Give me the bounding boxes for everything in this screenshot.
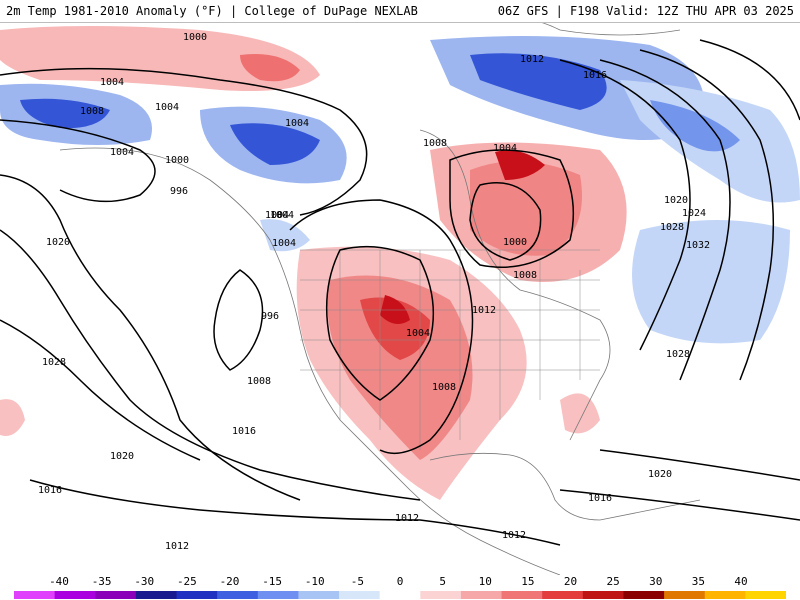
colorbar-tick-label: -35: [91, 575, 112, 588]
colorbar: [14, 591, 786, 599]
colorbar-segment: [257, 591, 299, 599]
pressure-label: 1004: [493, 143, 517, 154]
colorbar-legend: -40 -35 -30 -25 -20 -15 -10 -5 0 5 10 15 20 25 30 35 40: [0, 575, 800, 600]
colorbar-segment: [95, 591, 137, 599]
colorbar-segment: [745, 591, 786, 599]
pressure-label: 1028: [660, 222, 684, 233]
colorbar-tick-label: 10: [478, 575, 492, 588]
coastlines: [59, 22, 701, 575]
anomaly-map: 1000 1004 1004 1008 1004 1004 1000 996 1…: [0, 22, 800, 575]
colorbar-segment: [460, 591, 503, 599]
pressure-label: 1004: [110, 147, 134, 158]
colorbar-segment: [217, 591, 259, 599]
colorbar-segment: [420, 591, 462, 599]
pressure-label: 1020: [110, 451, 134, 462]
colorbar-segment: [704, 591, 746, 599]
colorbar-svg: [14, 591, 786, 599]
pressure-label: 1000: [165, 155, 189, 166]
pressure-label: 1004: [155, 102, 179, 113]
colorbar-segment: [623, 591, 665, 599]
pressure-label: 1008: [432, 382, 456, 393]
pressure-label: 1000: [183, 32, 207, 43]
model-run-info: 06Z GFS | F198 Valid: 12Z THU APR 03 202…: [497, 4, 794, 18]
colorbar-segment: [664, 591, 706, 599]
pressure-label: 1008: [80, 106, 104, 117]
colorbar-tick-label: -20: [219, 575, 240, 588]
pressure-label: 996: [170, 186, 188, 197]
pressure-label: 1032: [686, 240, 710, 251]
colorbar-tick-label: 30: [649, 575, 663, 588]
pressure-label: 1012: [472, 305, 496, 316]
colorbar-tick-label: 0: [396, 575, 404, 588]
colorbar-tick-label: -10: [304, 575, 325, 588]
pressure-label: 1000: [503, 237, 527, 248]
pressure-label: 1008: [423, 138, 447, 149]
colorbar-tick-label: -40: [49, 575, 69, 588]
map-svg: 1000 1004 1004 1008 1004 1004 1000 996 1…: [0, 22, 800, 575]
colorbar-tick-label: -5: [350, 575, 364, 588]
pressure-label: 1020: [664, 195, 688, 206]
pressure-label: 1016: [583, 70, 607, 81]
colorbar-tick-label: 25: [606, 575, 620, 588]
cold-anomaly-layer: [0, 36, 800, 344]
pressure-label: 1024: [682, 208, 706, 219]
colorbar-segment: [14, 591, 56, 599]
pressure-label: 1004: [285, 118, 309, 129]
colorbar-tick-label: 35: [691, 575, 705, 588]
pressure-label: 1016: [588, 493, 612, 504]
colorbar-segment: [54, 591, 96, 599]
pressure-label: 1008: [247, 376, 271, 387]
pressure-labels: 1000 1004 1004 1008 1004 1004 1000 996 1…: [38, 32, 710, 552]
colorbar-tick-label: 20: [563, 575, 578, 588]
colorbar-segment: [339, 591, 381, 599]
pressure-label: 1016: [38, 485, 62, 496]
colorbar-tick-label: 15: [521, 575, 535, 588]
colorbar-segment: [298, 591, 340, 599]
pressure-label: 1004: [270, 210, 294, 221]
colorbar-tick-label: 40: [734, 575, 748, 588]
colorbar-segment: [135, 591, 178, 599]
colorbar-segment: [582, 591, 624, 599]
pressure-label: 1004: [265, 210, 289, 221]
pressure-label: 1016: [232, 426, 256, 437]
colorbar-segment: [176, 591, 218, 599]
pressure-label: 1012: [165, 541, 189, 552]
colorbar-segment: [379, 591, 421, 599]
colorbar-tick-label: -25: [176, 575, 197, 588]
pressure-label: 996: [261, 311, 279, 322]
pressure-label: 1028: [42, 357, 66, 368]
pressure-label: 1004: [406, 328, 430, 339]
map-header: 2m Temp 1981-2010 Anomaly (°F) | College…: [0, 0, 800, 23]
colorbar-tick-label: -15: [262, 575, 283, 588]
pressure-label: 1020: [46, 237, 70, 248]
state-borders: [300, 249, 600, 450]
colorbar-segment: [542, 591, 584, 599]
pressure-label: 1012: [502, 530, 526, 541]
map-title: 2m Temp 1981-2010 Anomaly (°F) | College…: [6, 4, 418, 18]
isobars: [0, 39, 800, 546]
pressure-label: 1020: [648, 469, 672, 480]
colorbar-tick-label: -30: [134, 575, 155, 588]
pressure-label: 1028: [666, 349, 690, 360]
pressure-label: 1004: [100, 77, 124, 88]
pressure-label: 1012: [520, 54, 544, 65]
colorbar-tick-label: 5: [439, 575, 446, 588]
pressure-label: 1008: [513, 270, 537, 281]
colorbar-segment: [501, 591, 543, 599]
pressure-label: 1004: [272, 238, 296, 249]
pressure-label: 1012: [395, 513, 419, 524]
